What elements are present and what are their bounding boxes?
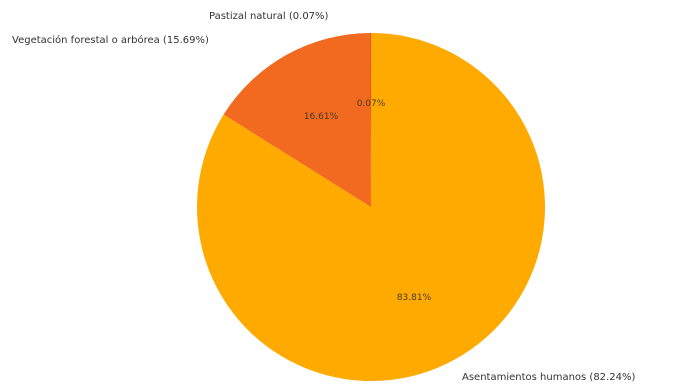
pie-slice-vegetacion [223,33,371,207]
slice-labels: Asentamientos humanos (82.24%) Vegetació… [12,11,635,383]
pie-slice-pastizal [370,32,371,207]
percent-labels: 83.81% 16.61% 0.07% [304,99,432,303]
pct-label-asentamientos: 83.81% [397,293,432,303]
pie-slice-asentamientos [196,33,545,381]
slice-label-asentamientos: Asentamientos humanos (82.24%) [462,372,635,383]
pct-label-vegetacion: 16.61% [304,112,339,122]
pie-slices [196,32,545,381]
slice-label-pastizal: Pastizal natural (0.07%) [209,11,329,22]
pct-label-pastizal: 0.07% [357,99,386,109]
slice-label-vegetacion: Vegetación forestal o arbórea (15.69%) [12,34,209,46]
